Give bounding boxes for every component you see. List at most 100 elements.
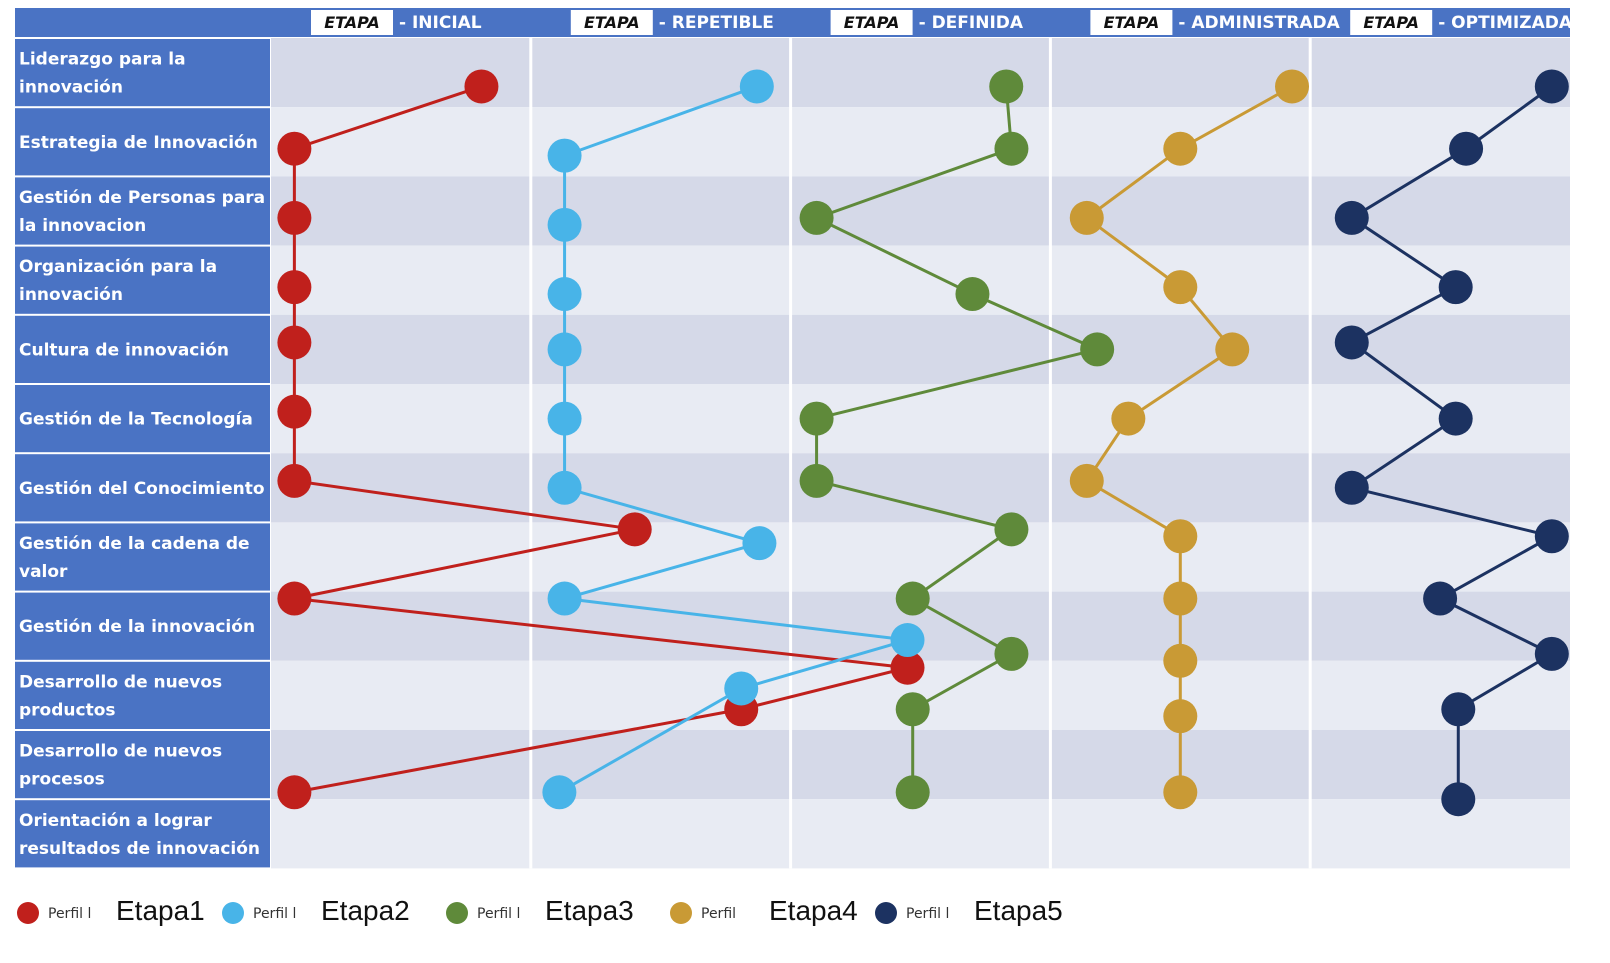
data-point: [542, 775, 577, 810]
legend-big-label: Etapa5: [974, 895, 1063, 926]
stage-etapa-box: [311, 10, 393, 35]
data-point: [277, 775, 312, 810]
stage-etapa-label: ETAPA: [844, 13, 900, 32]
data-point: [1080, 332, 1115, 367]
data-point: [1163, 699, 1198, 734]
data-point: [464, 69, 499, 104]
category-label-box: [15, 385, 270, 453]
series-s4: [1069, 69, 1310, 810]
category-label: Gestión de Personas para la innovacion: [19, 188, 265, 236]
category-label: Liderazgo para la innovación: [19, 50, 186, 98]
data-point: [1441, 692, 1476, 727]
data-point: [1163, 270, 1198, 305]
category-label-box: [15, 315, 270, 383]
row-band: [271, 522, 1570, 592]
data-point: [1163, 519, 1198, 554]
category-label: Desarrollo de nuevos productos: [19, 672, 222, 720]
data-point: [1163, 775, 1198, 810]
stage-etapa-label: ETAPA: [1363, 13, 1419, 32]
stage-etapa-box: [1350, 10, 1433, 35]
category-labels: Liderazgo para la innovación Estrategia de…: [15, 39, 270, 868]
stage-etapa-box: [570, 10, 653, 35]
data-point: [895, 775, 930, 810]
legend-small-label: Perfil l: [253, 906, 296, 922]
data-point: [277, 394, 312, 429]
row-band: [271, 107, 1570, 177]
stage-name: - ADMINISTRADA: [1178, 13, 1340, 33]
data-point: [277, 325, 312, 360]
data-point: [1534, 636, 1569, 671]
data-point: [1163, 581, 1198, 616]
data-point: [1449, 131, 1484, 166]
data-point: [994, 131, 1029, 166]
stage-name: - OPTIMIZADA: [1438, 13, 1573, 33]
data-point: [799, 463, 834, 498]
category-label-box: [15, 800, 270, 868]
data-point: [1534, 69, 1569, 104]
legend-marker: [670, 902, 692, 924]
category-label: Gestión de la cadena de valor: [19, 534, 250, 582]
data-point: [547, 470, 582, 505]
category-label-box: [15, 592, 270, 660]
row-band: [271, 245, 1570, 315]
data-point: [1534, 519, 1569, 554]
series-s2: [542, 69, 925, 810]
data-point: [890, 650, 925, 685]
series-s5: [1334, 69, 1569, 817]
stage-header: ETAPA - INICIAL ETAPA - REPETIBLE ETAPA - DEF…: [15, 8, 1573, 37]
legend-item: Perfil l Etapa1: [17, 895, 205, 926]
stage-etapa-label: ETAPA: [584, 13, 640, 32]
data-point: [1069, 463, 1104, 498]
category-label-box: [15, 39, 270, 107]
data-point: [724, 671, 759, 706]
category-label: Gestión del Conocimiento: [19, 479, 265, 499]
category-label-box: [15, 454, 270, 522]
data-point: [1438, 401, 1473, 436]
category-label: Gestión de la Tecnología: [19, 410, 253, 430]
data-point: [277, 463, 312, 498]
category-label-box: [15, 661, 270, 729]
data-point: [1069, 200, 1104, 235]
data-point: [1438, 270, 1473, 305]
data-point: [1215, 332, 1250, 367]
data-point: [1334, 325, 1369, 360]
category-label-box: [15, 523, 270, 591]
data-point: [989, 69, 1024, 104]
data-point: [1441, 782, 1476, 817]
data-point: [277, 270, 312, 305]
legend-small-label: Perfil l: [48, 906, 91, 922]
legend-small-label: Perfil l: [477, 906, 520, 922]
stage-etapa-label: ETAPA: [1104, 13, 1160, 32]
data-point: [547, 138, 582, 173]
header-bar: [15, 8, 1570, 37]
data-point: [1275, 69, 1310, 104]
data-point: [547, 332, 582, 367]
row-band: [271, 799, 1570, 869]
data-point: [547, 581, 582, 616]
data-point: [994, 512, 1029, 547]
series-line: [812, 86, 1102, 793]
data-point: [277, 131, 312, 166]
stage-name: - DEFINIDA: [919, 13, 1024, 33]
legend-small-label: Perfil l: [906, 906, 949, 922]
row-band: [271, 38, 1570, 108]
row-band: [271, 453, 1570, 523]
stage-etapa-box: [1090, 10, 1173, 35]
stage-name: - REPETIBLE: [659, 13, 774, 33]
legend-item: Perfil l Etapa2: [222, 895, 410, 926]
data-point: [1163, 131, 1198, 166]
category-label-box: [15, 731, 270, 799]
category-label: Estrategia de Innovación: [19, 133, 258, 153]
data-point: [890, 623, 925, 658]
category-label: Orientación a lograr resultados de innova…: [19, 811, 260, 859]
data-point: [617, 512, 652, 547]
data-point: [994, 636, 1029, 671]
data-point: [739, 69, 774, 104]
series-s3: [799, 69, 1115, 810]
legend: Perfil l Etapa1 Perfil l Etapa2 Perfil l Etap…: [17, 895, 1063, 926]
legend-item: Perfil l Etapa3: [446, 895, 634, 926]
legend-marker: [446, 902, 468, 924]
legend-big-label: Etapa4: [769, 895, 858, 926]
data-point: [547, 277, 582, 312]
